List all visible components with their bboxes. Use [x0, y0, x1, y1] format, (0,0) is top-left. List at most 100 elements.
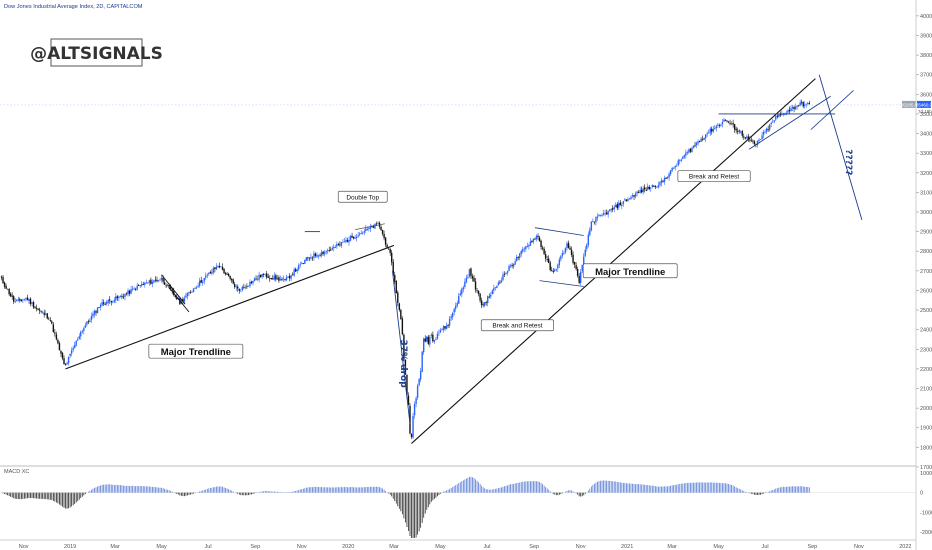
candle-body — [38, 309, 41, 311]
price-tick-label: 40000 — [920, 14, 932, 20]
candle-body — [345, 239, 347, 242]
candle-body — [697, 141, 699, 144]
price-tick-label: 38000 — [920, 53, 932, 59]
candle-body — [522, 249, 524, 252]
candle-body — [406, 374, 408, 395]
candle-body — [677, 160, 679, 166]
macd-tick-label: -2000 — [920, 530, 932, 536]
candle-body — [485, 302, 487, 304]
price-tick-label: 39000 — [920, 33, 932, 39]
candle-body — [711, 128, 713, 132]
candle-body — [787, 110, 789, 113]
candle-body — [241, 286, 244, 291]
candle-body — [651, 185, 654, 187]
candle-body — [471, 276, 474, 279]
candle-body — [127, 290, 129, 295]
candle-body — [104, 304, 106, 305]
time-tick-label: May — [156, 544, 167, 550]
candle-body — [93, 310, 96, 315]
candle-body — [683, 155, 686, 158]
candle-body — [328, 249, 330, 251]
candle-body — [808, 103, 811, 105]
candle-body — [427, 336, 429, 344]
candle-body — [316, 255, 318, 257]
candle-body — [293, 269, 295, 276]
candle-body — [653, 185, 655, 187]
candle-body — [284, 279, 286, 280]
candle-body — [423, 338, 425, 353]
candle-body — [107, 299, 109, 303]
candle-body — [724, 120, 727, 122]
candle-body — [451, 313, 454, 318]
candle-body — [87, 321, 90, 323]
candle-body — [377, 223, 379, 224]
candle-body — [799, 102, 801, 106]
candle-body — [41, 312, 44, 313]
candle-body — [473, 277, 475, 282]
break-and-retest-2021-label: Break and Retest — [689, 174, 739, 181]
candle-body — [686, 152, 689, 153]
price-tick-label: 20000 — [920, 406, 932, 412]
candle-body — [500, 280, 503, 282]
candle-body — [368, 228, 370, 230]
candle-body — [631, 195, 634, 197]
candle-body — [435, 339, 437, 340]
candle-body — [807, 102, 809, 104]
candle-body — [793, 107, 795, 110]
candle-body — [211, 271, 213, 274]
candle-body — [656, 186, 658, 188]
candle-body — [334, 247, 337, 248]
candle-body — [668, 173, 670, 178]
candle-body — [144, 282, 146, 285]
candle-body — [360, 233, 362, 234]
candle-body — [247, 285, 250, 287]
candle-body — [16, 299, 18, 302]
candle-body — [273, 275, 276, 280]
candle-body — [736, 130, 739, 132]
candle-body — [607, 210, 609, 215]
double-top-label: Double Top — [346, 194, 379, 201]
question-marks-label: ????? — [843, 149, 853, 175]
candle-body — [659, 182, 661, 186]
candle-body — [602, 213, 605, 215]
candle-body — [616, 204, 618, 209]
candle-body — [81, 330, 84, 332]
candle-body — [468, 269, 471, 277]
candle-body — [610, 208, 612, 211]
major-trendline-2019-label: Major Trendline — [161, 347, 231, 358]
candle-body — [40, 310, 42, 312]
candle-body — [706, 133, 708, 135]
candle-body — [628, 198, 631, 200]
candle-body — [192, 288, 195, 292]
candle-body — [202, 281, 204, 284]
candle-body — [55, 334, 58, 340]
candle-body — [753, 141, 756, 145]
candle-body — [764, 131, 766, 133]
candle-body — [26, 297, 29, 301]
candle-body — [564, 247, 567, 253]
candle-body — [221, 266, 224, 270]
candle-body — [308, 257, 311, 259]
drop-percent-label: 37% drop — [398, 339, 408, 388]
candle-body — [694, 145, 696, 147]
candle-body — [541, 247, 544, 249]
candle-body — [648, 186, 650, 189]
candle-body — [448, 318, 451, 326]
candle-body — [800, 102, 803, 104]
candle-body — [505, 272, 507, 275]
candle-body — [70, 350, 73, 354]
candle-body — [671, 168, 673, 171]
candle-body — [174, 295, 176, 297]
candle-body — [394, 274, 396, 282]
candle-body — [488, 296, 490, 298]
candle-body — [430, 334, 433, 336]
double-top-line — [355, 223, 385, 230]
candle-body — [721, 122, 724, 125]
candle-body — [663, 178, 666, 182]
candle-body — [615, 204, 617, 208]
candle-body — [599, 214, 602, 216]
candle-body — [689, 148, 692, 152]
